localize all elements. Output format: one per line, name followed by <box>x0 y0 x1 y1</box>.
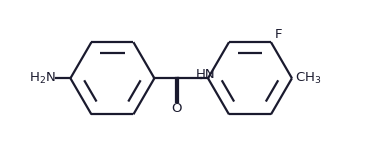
Text: F: F <box>274 28 282 41</box>
Text: O: O <box>171 102 182 115</box>
Text: CH$_3$: CH$_3$ <box>295 71 322 86</box>
Text: H$_2$N: H$_2$N <box>29 71 56 86</box>
Text: HN: HN <box>195 68 215 81</box>
